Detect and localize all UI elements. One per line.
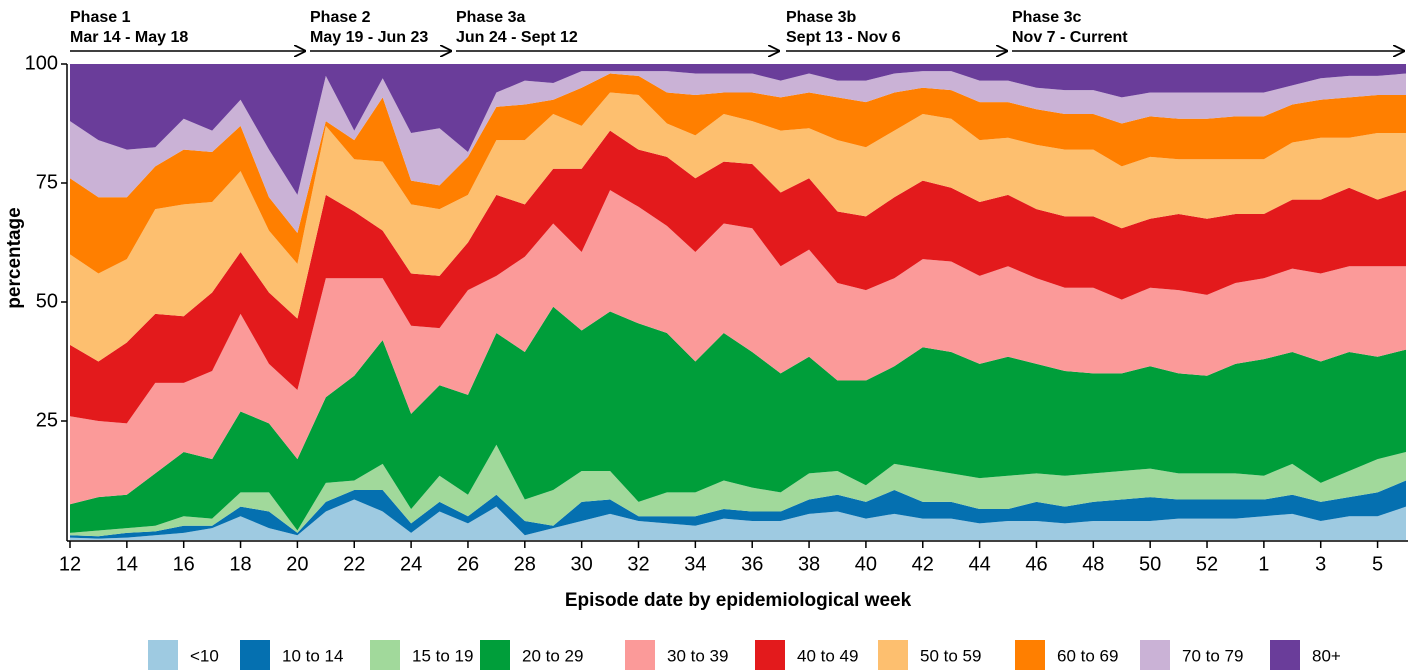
x-tick-label: 30	[571, 553, 593, 575]
phase-label: Phase 3b	[786, 9, 856, 26]
x-tick-label: 20	[286, 553, 308, 575]
legend-label: 10 to 14	[282, 646, 343, 665]
area	[70, 130, 1406, 424]
legend-label: 40 to 49	[797, 646, 858, 665]
legend-swatch	[480, 640, 510, 670]
x-tick-label: 32	[627, 553, 649, 575]
phase-dates: Nov 7 - Current	[1012, 29, 1128, 46]
x-tick-label: 46	[1025, 553, 1047, 575]
legend-label: 50 to 59	[920, 646, 981, 665]
legend-swatch	[1015, 640, 1045, 670]
x-tick-label: 16	[173, 553, 195, 575]
phase-label: Phase 2	[310, 9, 371, 26]
legend-swatch	[240, 640, 270, 670]
legend-label: 30 to 39	[667, 646, 728, 665]
legend-swatch	[1140, 640, 1170, 670]
x-tick-label: 44	[968, 553, 990, 575]
legend-swatch	[625, 640, 655, 670]
area	[70, 92, 1406, 362]
x-tick-label: 28	[514, 553, 536, 575]
x-tick-label: 52	[1196, 553, 1218, 575]
legend-label: 70 to 79	[1182, 646, 1243, 665]
x-tick-label: 50	[1139, 553, 1161, 575]
legend-label: 20 to 29	[522, 646, 583, 665]
area	[70, 306, 1406, 533]
legend-swatch	[370, 640, 400, 670]
x-tick-label: 48	[1082, 553, 1104, 575]
y-tick-label: 50	[36, 290, 58, 312]
x-tick-label: 1	[1258, 553, 1269, 575]
x-tick-label: 40	[855, 553, 877, 575]
x-tick-label: 26	[457, 553, 479, 575]
phase-label: Phase 3c	[1012, 9, 1081, 26]
plot-area	[70, 64, 1406, 540]
y-tick-label: 100	[25, 52, 58, 74]
phase-dates: Mar 14 - May 18	[70, 29, 188, 46]
phase-dates: Sept 13 - Nov 6	[786, 29, 901, 46]
area	[70, 71, 1406, 233]
phase-dates: Jun 24 - Sept 12	[456, 29, 578, 46]
x-tick-label: 24	[400, 553, 422, 575]
x-tick-label: 12	[59, 553, 81, 575]
area	[70, 64, 1406, 195]
legend-swatch	[755, 640, 785, 670]
x-tick-label: 5	[1372, 553, 1383, 575]
legend-label: 80+	[1312, 646, 1341, 665]
area	[70, 73, 1406, 274]
phase-label: Phase 1	[70, 9, 131, 26]
y-axis-title: percentage	[4, 207, 25, 308]
legend-swatch	[878, 640, 908, 670]
x-tick-label: 3	[1315, 553, 1326, 575]
legend-swatch	[1270, 640, 1300, 670]
x-tick-label: 38	[798, 553, 820, 575]
x-tick-label: 18	[229, 553, 251, 575]
y-tick-label: 25	[36, 409, 58, 431]
legend-label: <10	[190, 646, 219, 665]
y-tick-label: 75	[36, 171, 58, 193]
x-tick-label: 22	[343, 553, 365, 575]
x-tick-label: 34	[684, 553, 706, 575]
legend-label: 60 to 69	[1057, 646, 1118, 665]
phase-dates: May 19 - Jun 23	[310, 29, 428, 46]
legend-label: 15 to 19	[412, 646, 473, 665]
x-axis-title: Episode date by epidemiological week	[565, 590, 912, 611]
x-tick-label: 42	[912, 553, 934, 575]
area	[70, 444, 1406, 537]
phase-label: Phase 3a	[456, 9, 525, 26]
x-tick-label: 14	[116, 553, 138, 575]
area	[70, 190, 1406, 505]
area	[70, 480, 1406, 539]
x-tick-label: 36	[741, 553, 763, 575]
legend-swatch	[148, 640, 178, 670]
